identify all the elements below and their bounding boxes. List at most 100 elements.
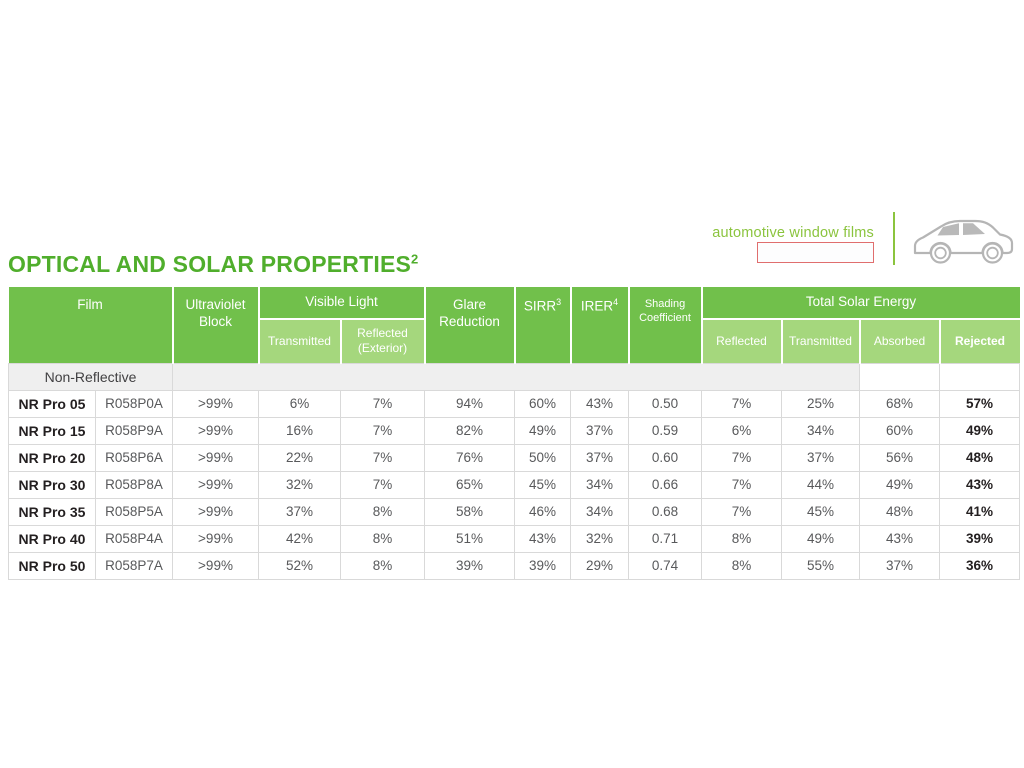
tse-reflected-cell: 8% [701, 551, 782, 580]
tse-transmitted-cell: 44% [781, 470, 860, 499]
col-header-vl-reflected-exterior: Reflected (Exterior) [340, 319, 426, 363]
tse-absorbed-cell: 49% [859, 470, 940, 499]
table-row: NR Pro 50 R058P7A >99% 52% 8% 39% 39% 29% 0.74 8%… [8, 551, 1020, 580]
vl-reflected-cell: 8% [340, 497, 425, 526]
film-code-cell: R058P9A [95, 416, 173, 445]
film-code-cell: R058P0A [95, 389, 173, 418]
irer-cell: 29% [570, 551, 629, 580]
col-header-glare-reduction: Glare Reduction [424, 287, 516, 363]
glare-reduction-cell: 76% [424, 443, 515, 472]
table-row: NR Pro 40 R058P4A >99% 42% 8% 51% 43% 32% 0.71 8%… [8, 524, 1020, 553]
table-row: NR Pro 20 R058P6A >99% 22% 7% 76% 50% 37% 0.60 7%… [8, 443, 1020, 472]
irer-cell: 43% [570, 389, 629, 418]
vl-reflected-cell: 7% [340, 389, 425, 418]
col-header-shading-coefficient: Shading Coefficient [628, 287, 703, 363]
film-name-cell: NR Pro 30 [8, 470, 96, 499]
tse-rejected-cell: 36% [939, 551, 1020, 580]
col-header-tse-transmitted: Transmitted [781, 319, 861, 363]
film-name-cell: NR Pro 20 [8, 443, 96, 472]
film-code-cell: R058P6A [95, 443, 173, 472]
table-body: Non-Reflective NR Pro 05 R058P0A >99% 6% 7% 9… [8, 362, 1020, 580]
glare-reduction-cell: 58% [424, 497, 515, 526]
table-row: NR Pro 15 R058P9A >99% 16% 7% 82% 49% 37% 0.59 6%… [8, 416, 1020, 445]
irer-cell: 37% [570, 443, 629, 472]
tse-rejected-cell: 49% [939, 416, 1020, 445]
col-header-tse-reflected: Reflected [701, 319, 783, 363]
tse-absorbed-cell: 37% [859, 551, 940, 580]
optical-solar-properties-table: Film Ultraviolet Block Visible Light Gla… [8, 287, 1020, 580]
tse-rejected-cell: 39% [939, 524, 1020, 553]
col-header-vl-transmitted: Transmitted [258, 319, 342, 363]
irer-cell: 37% [570, 416, 629, 445]
page-title: OPTICAL AND SOLAR PROPERTIES2 [8, 251, 418, 278]
shading-coefficient-cell: 0.50 [628, 389, 702, 418]
section-empty-cell-rejected [939, 362, 1020, 391]
tse-rejected-cell: 41% [939, 497, 1020, 526]
glare-reduction-cell: 39% [424, 551, 515, 580]
col-header-irer: IRER4 [570, 287, 630, 363]
glare-reduction-cell: 51% [424, 524, 515, 553]
vl-transmitted-cell: 6% [258, 389, 341, 418]
uv-block-cell: >99% [172, 497, 259, 526]
header-row-top: Film Ultraviolet Block Visible Light Gla… [8, 287, 1020, 363]
col-header-ultraviolet-block: Ultraviolet Block [172, 287, 260, 363]
glare-reduction-cell: 65% [424, 470, 515, 499]
uv-block-cell: >99% [172, 416, 259, 445]
film-name-cell: NR Pro 15 [8, 416, 96, 445]
uv-block-cell: >99% [172, 470, 259, 499]
irer-label: IRER [580, 298, 614, 314]
table-row: NR Pro 05 R058P0A >99% 6% 7% 94% 60% 43% 0.50 7% 2… [8, 389, 1020, 418]
sirr-cell: 39% [514, 551, 571, 580]
irer-cell: 34% [570, 497, 629, 526]
sirr-cell: 49% [514, 416, 571, 445]
vl-transmitted-cell: 16% [258, 416, 341, 445]
vl-reflected-cell: 7% [340, 416, 425, 445]
shading-coefficient-cell: 0.66 [628, 470, 702, 499]
col-header-sirr: SIRR3 [514, 287, 572, 363]
sirr-cell: 45% [514, 470, 571, 499]
film-code-cell: R058P5A [95, 497, 173, 526]
section-empty-cell-absorbed [859, 362, 940, 391]
col-header-visible-light: Visible Light [258, 287, 426, 320]
shading-coefficient-cell: 0.59 [628, 416, 702, 445]
tse-transmitted-cell: 34% [781, 416, 860, 445]
film-name-cell: NR Pro 35 [8, 497, 96, 526]
section-row-non-reflective: Non-Reflective [8, 362, 1020, 391]
sirr-footnote-marker: 3 [556, 297, 562, 307]
vl-transmitted-cell: 42% [258, 524, 341, 553]
glare-reduction-cell: 94% [424, 389, 515, 418]
glare-reduction-cell: 82% [424, 416, 515, 445]
irer-footnote-marker: 4 [613, 297, 619, 307]
redacted-logo-box [757, 242, 874, 263]
tse-transmitted-cell: 49% [781, 524, 860, 553]
sirr-label: SIRR [523, 298, 557, 314]
tse-transmitted-cell: 55% [781, 551, 860, 580]
film-code-cell: R058P4A [95, 524, 173, 553]
table-row: NR Pro 35 R058P5A >99% 37% 8% 58% 46% 34% 0.68 7%… [8, 497, 1020, 526]
shading-coefficient-cell: 0.60 [628, 443, 702, 472]
tse-absorbed-cell: 43% [859, 524, 940, 553]
page-title-text: OPTICAL AND SOLAR PROPERTIES [8, 251, 412, 277]
tse-rejected-cell: 57% [939, 389, 1020, 418]
shading-coefficient-cell: 0.68 [628, 497, 702, 526]
vl-reflected-cell: 7% [340, 470, 425, 499]
tse-transmitted-cell: 37% [781, 443, 860, 472]
sirr-cell: 46% [514, 497, 571, 526]
section-gray-band [172, 362, 860, 391]
vl-transmitted-cell: 32% [258, 470, 341, 499]
section-label: Non-Reflective [8, 362, 173, 391]
tse-reflected-cell: 7% [701, 497, 782, 526]
sirr-cell: 60% [514, 389, 571, 418]
tse-reflected-cell: 8% [701, 524, 782, 553]
col-header-tse-rejected: Rejected [939, 319, 1020, 363]
col-header-film: Film [8, 287, 174, 363]
tse-absorbed-cell: 68% [859, 389, 940, 418]
film-name-cell: NR Pro 50 [8, 551, 96, 580]
uv-block-cell: >99% [172, 551, 259, 580]
tse-reflected-cell: 7% [701, 389, 782, 418]
uv-block-cell: >99% [172, 443, 259, 472]
tse-absorbed-cell: 48% [859, 497, 940, 526]
film-code-cell: R058P7A [95, 551, 173, 580]
tse-transmitted-cell: 25% [781, 389, 860, 418]
vl-reflected-cell: 8% [340, 551, 425, 580]
